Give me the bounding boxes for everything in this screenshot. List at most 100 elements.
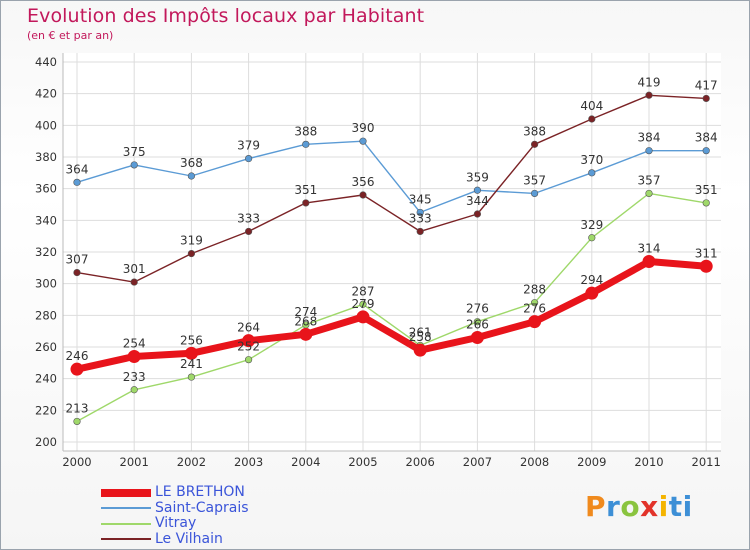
data-label: 370 [580,153,603,167]
data-point [588,115,596,123]
y-tick-label: 420 [35,87,57,101]
data-point [130,386,138,394]
series-line [73,258,710,373]
data-point [73,268,81,277]
data-label: 307 [66,253,89,267]
data-label: 311 [695,246,718,260]
legend-swatch [101,538,151,541]
data-label: 276 [466,302,489,316]
legend-swatch [101,488,151,497]
legend-swatch [101,522,151,525]
data-point [585,286,599,300]
y-tick-label: 220 [35,403,57,417]
y-tick-label: 280 [35,308,57,322]
data-label: 388 [294,124,317,138]
y-tick-label: 260 [35,340,57,354]
data-label: 256 [180,333,203,347]
data-label: 301 [123,262,146,276]
y-tick-label: 400 [35,118,57,132]
data-label: 368 [180,156,203,170]
data-label: 279 [352,297,375,311]
series-line [76,94,707,283]
data-label: 333 [237,211,260,225]
y-tick-label: 380 [35,150,57,164]
data-label: 264 [237,321,260,335]
logo-letter: x [640,490,659,523]
y-tick-label: 300 [35,277,57,291]
data-label: 213 [66,401,89,415]
data-label: 258 [409,330,432,344]
data-point [530,299,539,307]
data-label: 261 [409,325,432,339]
y-tick-label: 440 [35,55,57,69]
data-label: 419 [638,75,661,89]
data-label: 351 [695,183,718,197]
data-label: 344 [466,194,489,208]
data-label: 345 [409,192,432,206]
data-point [413,343,427,357]
logo-letter: r [606,490,621,523]
data-point [530,140,539,148]
data-label: 274 [294,305,317,319]
data-point [470,331,484,344]
data-label: 357 [523,173,546,187]
data-point [473,318,482,326]
data-point [187,249,195,258]
data-point [299,327,313,341]
data-point [702,147,710,155]
y-tick-label: 360 [35,182,57,196]
data-label: 417 [695,78,718,92]
legend-label: Vitray [155,515,197,531]
data-label: 333 [409,211,432,225]
data-point [702,94,710,103]
data-label: 384 [695,131,718,145]
data-point [184,346,198,360]
data-point [302,140,310,148]
data-point [588,169,596,177]
data-point [359,137,367,145]
data-label: 375 [123,145,146,159]
data-point [645,91,653,99]
data-point [416,208,424,217]
data-label: 241 [180,357,203,371]
x-tick-label: 2003 [234,455,263,469]
x-tick-label: 2008 [520,455,549,469]
y-tick-label: 320 [35,245,57,259]
x-tick-label: 2002 [177,455,206,469]
chart-subtitle: (en € et par an) [27,29,114,42]
data-point [359,191,367,199]
data-label: 388 [523,124,546,138]
data-point [130,161,138,169]
data-point [73,178,81,186]
data-point [588,234,596,242]
data-point [645,147,653,155]
data-label: 319 [180,234,203,248]
data-point [187,373,195,381]
data-point [302,199,310,207]
legend-label: Le Vilhain [155,530,223,547]
data-point [187,172,195,180]
data-point [528,315,542,329]
logo-letter: P [585,490,607,523]
x-tick-label: 2009 [577,455,606,469]
data-point [127,350,141,363]
data-label: 404 [580,99,603,113]
data-point [530,189,539,198]
legend-item: Saint-Caprais [101,500,301,517]
data-point [645,189,653,198]
x-tick-label: 2000 [62,455,91,469]
series-line [76,192,707,423]
data-label: 357 [638,173,661,187]
legend-item: Le Vilhain [101,530,301,548]
x-tick-label: 2004 [291,455,320,469]
legend-label: LE BRETHON [155,484,245,500]
data-point [702,199,710,207]
data-label: 351 [294,183,317,197]
data-point [359,300,367,308]
data-label: 266 [466,318,489,332]
logo-letter: i [658,490,669,523]
data-point [416,227,424,236]
data-label: 276 [523,302,546,316]
